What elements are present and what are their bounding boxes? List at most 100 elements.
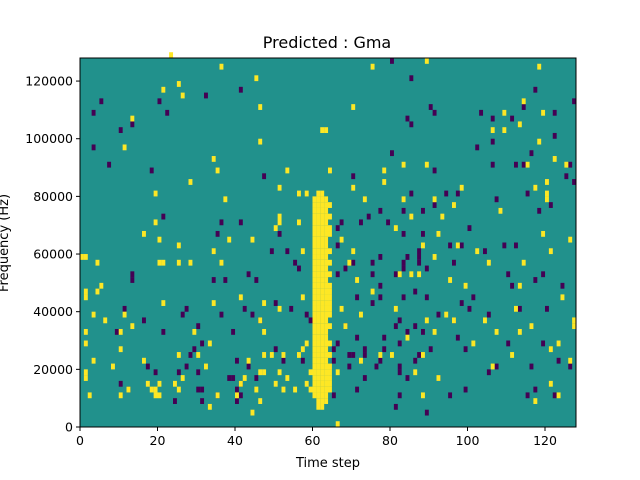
heatmap-cell-low [180, 311, 185, 318]
heatmap-cell-low [238, 86, 243, 93]
heatmap-cell-high [324, 317, 329, 324]
heatmap-cell-low [196, 386, 201, 393]
heatmap-cell-high [277, 184, 282, 191]
heatmap-cell-low [231, 328, 236, 335]
heatmap-cell-low [235, 386, 239, 393]
heatmap-cell-low [176, 369, 181, 376]
heatmap-cell-high [312, 363, 317, 370]
heatmap-cell-high [324, 254, 329, 260]
heatmap-cell-low [486, 369, 491, 376]
heatmap-cell-low [196, 369, 201, 376]
heatmap-cell-low [335, 340, 340, 347]
heatmap-cell-low [304, 311, 309, 318]
heatmap-cell-high [316, 225, 321, 232]
heatmap-cell-low [556, 357, 561, 364]
heatmap-cell-low [200, 386, 205, 393]
heatmap-cell-high [242, 375, 247, 381]
heatmap-cell-low [448, 242, 453, 249]
heatmap-cell-high [320, 282, 325, 289]
heatmap-cell-high [417, 271, 422, 278]
heatmap-cell-high [188, 179, 193, 185]
heatmap-cell-high [328, 323, 332, 330]
y-tick-label: 20000 [33, 362, 73, 377]
heatmap-cell-high [254, 386, 259, 393]
heatmap-cell-low [490, 161, 495, 168]
heatmap-cell-high [312, 369, 317, 376]
heatmap-cell-low [424, 294, 429, 301]
heatmap-cell-high [316, 294, 321, 301]
heatmap-cell-high [316, 219, 321, 226]
heatmap-cell-high [409, 213, 414, 220]
heatmap-cell-high [324, 230, 329, 237]
heatmap-cell-low [107, 161, 112, 168]
heatmap-cell-low [405, 254, 410, 260]
heatmap-cell-high [262, 328, 267, 335]
heatmap-cell-high [83, 254, 88, 260]
heatmap-cell-high [130, 323, 135, 330]
heatmap-cell-low [510, 115, 515, 122]
heatmap-cell-high [328, 352, 332, 358]
heatmap-cell-high [320, 213, 325, 220]
heatmap-cell-low [382, 346, 387, 353]
heatmap-cell-high [370, 63, 375, 70]
heatmap-cell-high [273, 225, 278, 232]
heatmap-cell-low [331, 357, 336, 364]
heatmap-cell-high [424, 58, 429, 64]
x-tick-label: 20 [150, 433, 166, 448]
heatmap-cell-high [320, 323, 325, 330]
heatmap-cell-low [300, 357, 305, 364]
heatmap-cell-high [176, 259, 181, 266]
heatmap-cell-low [572, 98, 577, 105]
heatmap-cell-high [324, 265, 329, 272]
heatmap-cell-low [417, 259, 422, 266]
heatmap-cell-high [510, 352, 515, 358]
heatmap-cell-low [494, 363, 499, 370]
heatmap-cell-low [374, 363, 379, 370]
heatmap-cell-high [324, 294, 329, 301]
y-tick-label: 100000 [25, 131, 73, 146]
heatmap-cell-high [568, 236, 573, 243]
heatmap-cell-low [219, 311, 224, 318]
heatmap-cell-low [335, 271, 340, 278]
heatmap-cell-high [324, 242, 329, 249]
heatmap-cell-high [320, 207, 325, 214]
heatmap-cell-high [328, 225, 332, 232]
heatmap-cell-low [401, 259, 406, 266]
heatmap-cell-high [324, 271, 329, 278]
heatmap-cell-low [196, 323, 201, 330]
heatmap-cell-low [432, 109, 437, 116]
heatmap-cell-low [533, 86, 538, 93]
heatmap-cell-low [130, 121, 135, 128]
heatmap-cell-high [95, 288, 100, 295]
heatmap-cell-low [475, 144, 480, 151]
heatmap-cell-low [459, 242, 464, 249]
heatmap-cell-low [161, 213, 166, 220]
heatmap-cell-low [463, 386, 468, 393]
heatmap-cell-high [316, 352, 321, 358]
heatmap-cell-high [312, 323, 317, 330]
heatmap-cell-high [83, 340, 88, 347]
heatmap-cell-low [238, 219, 243, 226]
x-tick-label: 120 [533, 433, 557, 448]
heatmap-cell-high [211, 248, 216, 255]
heatmap-cell-high [320, 277, 325, 283]
heatmap-cell-high [211, 300, 216, 306]
heatmap-cell-high [312, 259, 317, 266]
heatmap-cell-low [238, 392, 243, 399]
heatmap-cell-high [312, 288, 317, 295]
heatmap-cell-high [316, 363, 321, 370]
heatmap-cell-low [452, 259, 456, 266]
heatmap-cell-high [320, 403, 325, 410]
heatmap-cell-high [316, 311, 321, 318]
y-tick-label: 60000 [33, 247, 73, 262]
heatmap-cell-high [324, 340, 329, 347]
heatmap-cell-high [339, 236, 344, 243]
heatmap-cell-high [304, 190, 309, 197]
heatmap-cell-high [533, 184, 538, 191]
heatmap-cell-high [328, 230, 332, 237]
heatmap-cell-high [320, 363, 325, 370]
heatmap-cell-low [262, 173, 267, 180]
heatmap-cell-high [316, 328, 321, 335]
heatmap-cell-high [316, 190, 321, 197]
heatmap-cell-low [165, 109, 170, 116]
